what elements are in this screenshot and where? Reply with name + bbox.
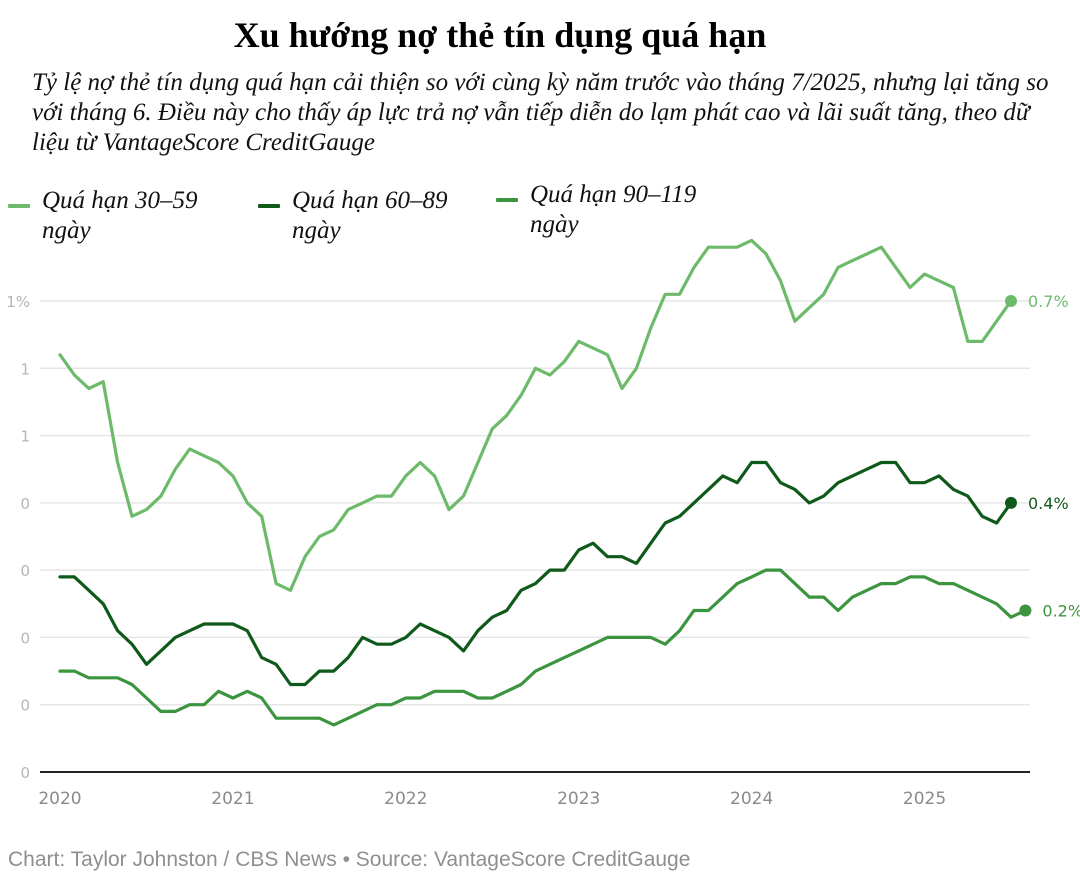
y-tick-label: 0 bbox=[20, 629, 30, 647]
series-end-label-0: 0.7% bbox=[1028, 292, 1069, 311]
x-tick-label: 2022 bbox=[384, 789, 427, 809]
chart-subtitle: Tỷ lệ nợ thẻ tín dụng quá hạn cải thiện … bbox=[32, 69, 1049, 156]
gridlines bbox=[40, 300, 1030, 706]
series-lines bbox=[58, 238, 1028, 727]
legend-item-30-59: Quá hạn 30–59 ngày bbox=[8, 186, 232, 246]
legend-swatch-90-119 bbox=[496, 198, 518, 202]
y-tick-label: 0 bbox=[20, 562, 30, 580]
x-tick-label: 2023 bbox=[557, 789, 600, 809]
series-line-2 bbox=[58, 568, 1028, 727]
legend-swatch-60-89 bbox=[258, 204, 280, 208]
chart-title: Xu hướng nợ thẻ tín dụng quá hạn bbox=[233, 15, 767, 55]
y-axis-ticks: 0 0 0 0 0 1 1 1% bbox=[6, 293, 30, 782]
legend-label-60-89: Quá hạn 60–89 ngày bbox=[292, 187, 448, 244]
x-tick-label: 2024 bbox=[730, 789, 773, 809]
legend: Quá hạn 30–59 ngày Quá hạn 60–89 ngày Qu… bbox=[8, 181, 768, 256]
legend-swatch-30-59 bbox=[8, 204, 30, 208]
legend-label-30-59: Quá hạn 30–59 ngày bbox=[42, 187, 198, 244]
y-tick-label: 1 bbox=[20, 428, 30, 446]
series-end-label-1: 0.4% bbox=[1028, 494, 1069, 513]
x-tick-label: 2021 bbox=[211, 789, 254, 809]
series-line-0 bbox=[58, 238, 1013, 592]
series-end-markers: 0.7% 0.4% 0.2% bbox=[1005, 292, 1080, 621]
legend-item-90-119: Quá hạn 90–119 ngày bbox=[496, 180, 720, 240]
x-axis-ticks: 2020 2021 2022 2023 2024 2025 bbox=[38, 789, 946, 809]
legend-label-90-119: Quá hạn 90–119 ngày bbox=[530, 181, 697, 238]
y-tick-label: 0 bbox=[20, 495, 30, 513]
series-end-dot-1 bbox=[1005, 496, 1017, 509]
x-tick-label: 2025 bbox=[903, 789, 946, 809]
series-line-1 bbox=[58, 460, 1013, 687]
chart-credit-footer: Chart: Taylor Johnston / CBS News • Sour… bbox=[8, 848, 691, 871]
legend-item-60-89: Quá hạn 60–89 ngày bbox=[258, 186, 482, 246]
x-tick-label: 2020 bbox=[38, 789, 81, 809]
y-tick-label: 1 bbox=[20, 360, 30, 378]
series-end-dot-0 bbox=[1005, 295, 1017, 307]
y-tick-label: 0 bbox=[20, 764, 30, 782]
y-tick-label: 1% bbox=[6, 293, 30, 311]
series-end-label-2: 0.2% bbox=[1042, 602, 1080, 621]
y-tick-label: 0 bbox=[20, 697, 30, 715]
series-end-dot-2 bbox=[1019, 604, 1032, 617]
